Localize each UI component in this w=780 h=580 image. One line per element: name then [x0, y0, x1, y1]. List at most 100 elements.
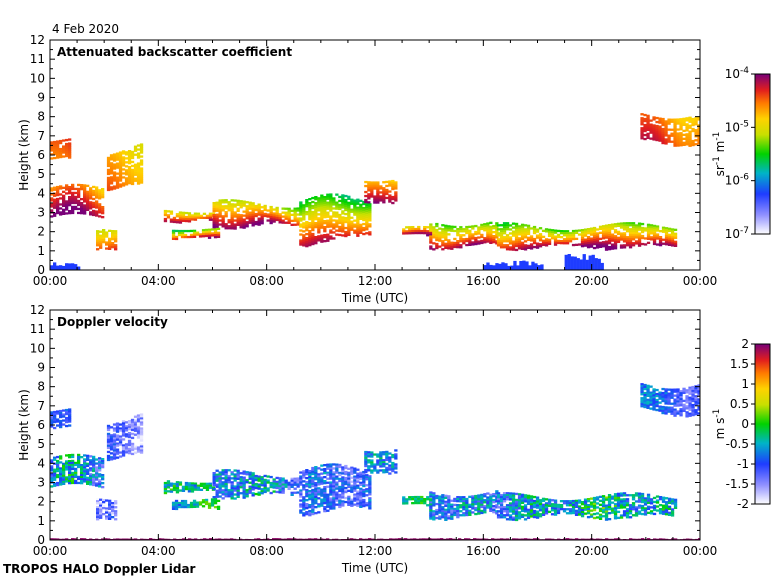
heatmap-cell	[320, 240, 324, 243]
heatmap-cell	[652, 512, 657, 516]
heatmap-cell	[263, 480, 267, 484]
heatmap-cell	[643, 119, 647, 123]
heatmap-cell	[204, 234, 209, 238]
heatmap-cell	[105, 511, 109, 514]
heatmap-cell	[338, 465, 342, 469]
heatmap-cell	[218, 495, 222, 498]
heatmap-cell	[210, 500, 215, 503]
surface-signal	[486, 262, 490, 270]
heatmap-cell	[658, 244, 663, 247]
heatmap-cell	[124, 421, 129, 424]
heatmap-cell	[367, 451, 371, 454]
heatmap-cell	[311, 212, 315, 216]
heatmap-cell	[257, 479, 261, 482]
heatmap-cell	[347, 201, 351, 204]
heatmap-cell	[293, 491, 297, 494]
heatmap-cell	[251, 488, 255, 491]
heatmap-cell	[98, 457, 102, 460]
heatmap-cell	[502, 514, 507, 517]
heatmap-cell	[646, 402, 650, 405]
heatmap-cell	[640, 387, 644, 390]
heatmap-cell	[332, 473, 336, 476]
heatmap-cell	[284, 221, 288, 224]
heatmap-cell	[568, 510, 573, 513]
heatmap-cell	[634, 510, 639, 513]
heatmap-cell	[251, 482, 255, 485]
heatmap-cell	[664, 402, 668, 405]
heatmap-cell	[96, 248, 100, 251]
heatmap-cell	[183, 229, 188, 233]
heatmap-cell	[68, 200, 72, 203]
heatmap-cell	[68, 476, 72, 479]
heatmap-cell	[640, 230, 645, 234]
heatmap-cell	[317, 481, 321, 484]
heatmap-cell	[580, 233, 585, 236]
heatmap-cell	[236, 219, 240, 222]
heatmap-cell	[199, 488, 204, 491]
heatmap-cell	[299, 219, 303, 222]
heatmap-cell	[124, 451, 129, 454]
heatmap-cell	[435, 502, 439, 506]
heatmap-cell	[480, 493, 484, 497]
heatmap-cell	[269, 205, 273, 209]
heatmap-cell	[495, 506, 499, 509]
heatmap-cell	[218, 199, 222, 202]
heatmap-cell	[109, 164, 114, 167]
heatmap-cell	[441, 240, 445, 243]
heatmap-cell	[245, 211, 249, 214]
heatmap-cell	[365, 226, 369, 229]
heatmap-cell	[364, 184, 368, 188]
heatmap-cell	[496, 494, 501, 497]
heatmap-cell	[640, 117, 644, 120]
heatmap-cell	[550, 507, 555, 510]
heatmap-cell	[308, 490, 312, 493]
heatmap-cell	[317, 229, 321, 232]
heatmap-cell	[394, 457, 398, 460]
heatmap-cell	[102, 507, 106, 510]
heatmap-cell	[553, 237, 558, 240]
heatmap-cell	[50, 193, 54, 196]
heatmap-cell	[133, 163, 138, 166]
heatmap-cell	[376, 185, 380, 188]
heatmap-cell	[344, 500, 348, 504]
surface-signal	[287, 538, 291, 540]
heatmap-cell	[664, 138, 668, 141]
heatmap-cell	[257, 491, 261, 494]
heatmap-cell	[373, 463, 377, 466]
heatmap-cell	[344, 476, 348, 480]
heatmap-cell	[529, 243, 534, 246]
heatmap-cell	[236, 481, 240, 484]
heatmap-cell	[682, 391, 686, 394]
heatmap-cell	[335, 499, 339, 502]
heatmap-cell	[511, 226, 516, 229]
heatmap-cell	[462, 504, 466, 507]
heatmap-cell	[68, 190, 72, 193]
heatmap-cell	[598, 241, 603, 244]
heatmap-cell	[92, 211, 96, 215]
heatmap-cell	[305, 473, 309, 476]
heatmap-cell	[335, 487, 339, 490]
heatmap-cell	[108, 501, 112, 504]
heatmap-cell	[193, 482, 198, 485]
heatmap-cell	[625, 242, 630, 245]
heatmap-cell	[65, 186, 69, 189]
heatmap-cell	[302, 234, 306, 237]
heatmap-cell	[180, 233, 185, 237]
heatmap-cell	[385, 188, 389, 192]
heatmap-cell	[613, 493, 618, 496]
heatmap-cell	[130, 182, 135, 186]
heatmap-cell	[688, 130, 692, 133]
heatmap-cell	[526, 230, 531, 233]
heatmap-cell	[130, 420, 135, 424]
heatmap-cell	[619, 514, 624, 517]
heatmap-cell	[664, 237, 669, 240]
heatmap-cell	[74, 187, 78, 191]
heatmap-cell	[571, 509, 576, 513]
heatmap-cell	[619, 500, 624, 503]
heatmap-cell	[511, 512, 516, 515]
heatmap-cell	[187, 214, 192, 217]
heatmap-cell	[368, 483, 372, 486]
heatmap-cell	[670, 134, 674, 137]
heatmap-cell	[495, 500, 499, 503]
heatmap-cell	[139, 423, 144, 426]
